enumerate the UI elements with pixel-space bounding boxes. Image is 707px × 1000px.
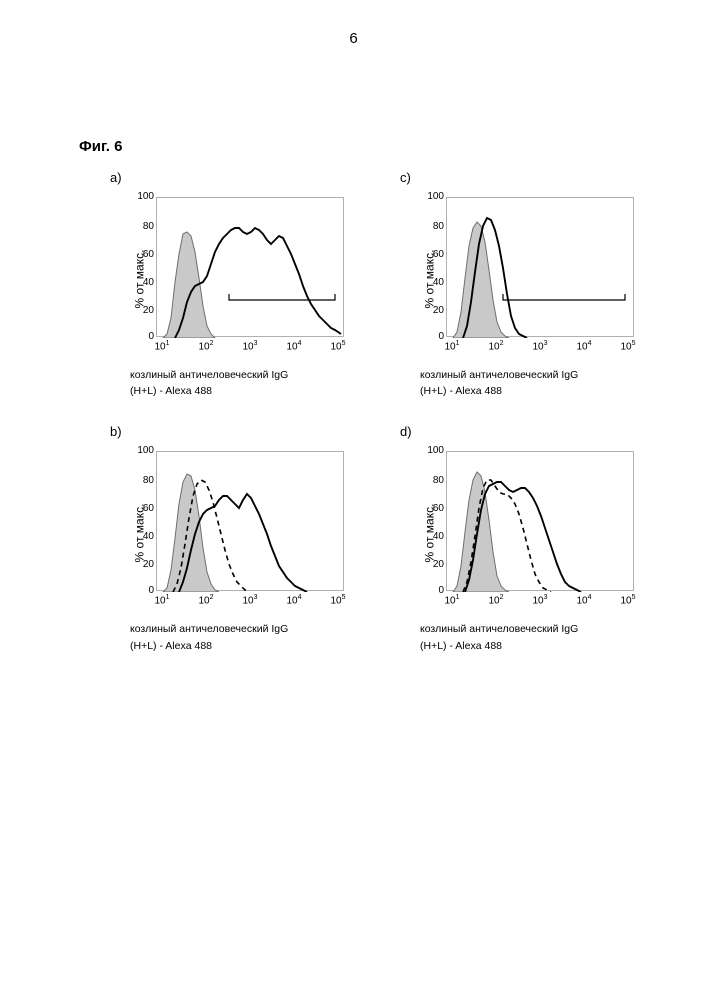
panel-a-chart: % от макс. 100 80 60 40 20 0 101 102 103 [122, 191, 352, 366]
panel-a-filled-histogram [163, 232, 215, 338]
panel-b-filled-histogram [163, 474, 219, 592]
x-axis-label-line1: козлиный античеловеческий IgG [420, 368, 640, 382]
ytick-80: 80 [426, 221, 444, 232]
ytick-100: 100 [426, 191, 444, 202]
panel-d-filled-histogram [453, 472, 509, 592]
x-axis-label-line1: козлиный античеловеческий IgG [420, 622, 640, 636]
ytick-80: 80 [136, 221, 154, 232]
panel-c-chart: % от макс. 100 80 60 40 20 0 101 102 103 [412, 191, 642, 366]
xtick-3: 103 [532, 340, 547, 352]
panel-a-label: a) [110, 170, 350, 185]
xtick-3: 103 [242, 594, 257, 606]
ytick-100: 100 [426, 445, 444, 456]
xtick-3: 103 [242, 340, 257, 352]
ytick-40: 40 [136, 277, 154, 288]
panel-d-label: d) [400, 424, 640, 439]
panel-a-plot [156, 197, 344, 337]
ytick-60: 60 [426, 503, 444, 514]
ytick-0: 0 [136, 331, 154, 342]
ytick-100: 100 [136, 445, 154, 456]
ytick-60: 60 [136, 503, 154, 514]
panel-b-label: b) [110, 424, 350, 439]
ytick-40: 40 [136, 531, 154, 542]
ytick-0: 0 [426, 585, 444, 596]
ytick-80: 80 [136, 475, 154, 486]
xtick-2: 102 [488, 594, 503, 606]
panel-grid: a) % от макс. 100 80 60 40 20 0 101 102 [100, 170, 640, 679]
xtick-4: 104 [286, 340, 301, 352]
xtick-2: 102 [488, 340, 503, 352]
xtick-4: 104 [576, 594, 591, 606]
xtick-5: 105 [620, 594, 635, 606]
panel-c-label: c) [400, 170, 640, 185]
xtick-3: 103 [532, 594, 547, 606]
ytick-0: 0 [426, 331, 444, 342]
panel-b: b) % от макс. 100 80 60 40 20 0 101 102 [100, 424, 350, 652]
panel-c: c) % от макс. 100 80 60 40 20 0 101 102 [390, 170, 640, 398]
ytick-20: 20 [426, 305, 444, 316]
ytick-40: 40 [426, 277, 444, 288]
x-axis-label-line2: (H+L) - Alexa 488 [130, 384, 350, 398]
panel-a-gate [229, 294, 335, 300]
xtick-4: 104 [576, 340, 591, 352]
ytick-20: 20 [136, 305, 154, 316]
xtick-4: 104 [286, 594, 301, 606]
figure-title: Фиг. 6 [79, 138, 122, 155]
panel-d-plot [446, 451, 634, 591]
xtick-1: 101 [444, 340, 459, 352]
ytick-80: 80 [426, 475, 444, 486]
ytick-20: 20 [426, 559, 444, 570]
xtick-5: 105 [620, 340, 635, 352]
x-axis-label-line1: козлиный античеловеческий IgG [130, 368, 350, 382]
x-axis-label-line2: (H+L) - Alexa 488 [130, 639, 350, 653]
panel-b-chart: % от макс. 100 80 60 40 20 0 101 102 103 [122, 445, 352, 620]
x-axis-label-line2: (H+L) - Alexa 488 [420, 639, 640, 653]
xtick-1: 101 [154, 594, 169, 606]
panel-a: a) % от макс. 100 80 60 40 20 0 101 102 [100, 170, 350, 398]
xtick-1: 101 [154, 340, 169, 352]
x-axis-label-line1: козлиный античеловеческий IgG [130, 622, 350, 636]
panel-b-plot [156, 451, 344, 591]
ytick-100: 100 [136, 191, 154, 202]
xtick-1: 101 [444, 594, 459, 606]
panel-d-chart: % от макс. 100 80 60 40 20 0 101 102 103 [412, 445, 642, 620]
x-axis-label-line2: (H+L) - Alexa 488 [420, 384, 640, 398]
panel-c-plot [446, 197, 634, 337]
xtick-2: 102 [198, 594, 213, 606]
xtick-2: 102 [198, 340, 213, 352]
xtick-5: 105 [330, 594, 345, 606]
ytick-40: 40 [426, 531, 444, 542]
panel-c-filled-histogram [453, 222, 509, 338]
panel-d: d) % от макс. 100 80 60 40 20 0 101 102 [390, 424, 640, 652]
page-number: 6 [0, 30, 707, 47]
ytick-60: 60 [136, 249, 154, 260]
panel-c-gate [503, 294, 625, 300]
ytick-0: 0 [136, 585, 154, 596]
xtick-5: 105 [330, 340, 345, 352]
ytick-20: 20 [136, 559, 154, 570]
ytick-60: 60 [426, 249, 444, 260]
